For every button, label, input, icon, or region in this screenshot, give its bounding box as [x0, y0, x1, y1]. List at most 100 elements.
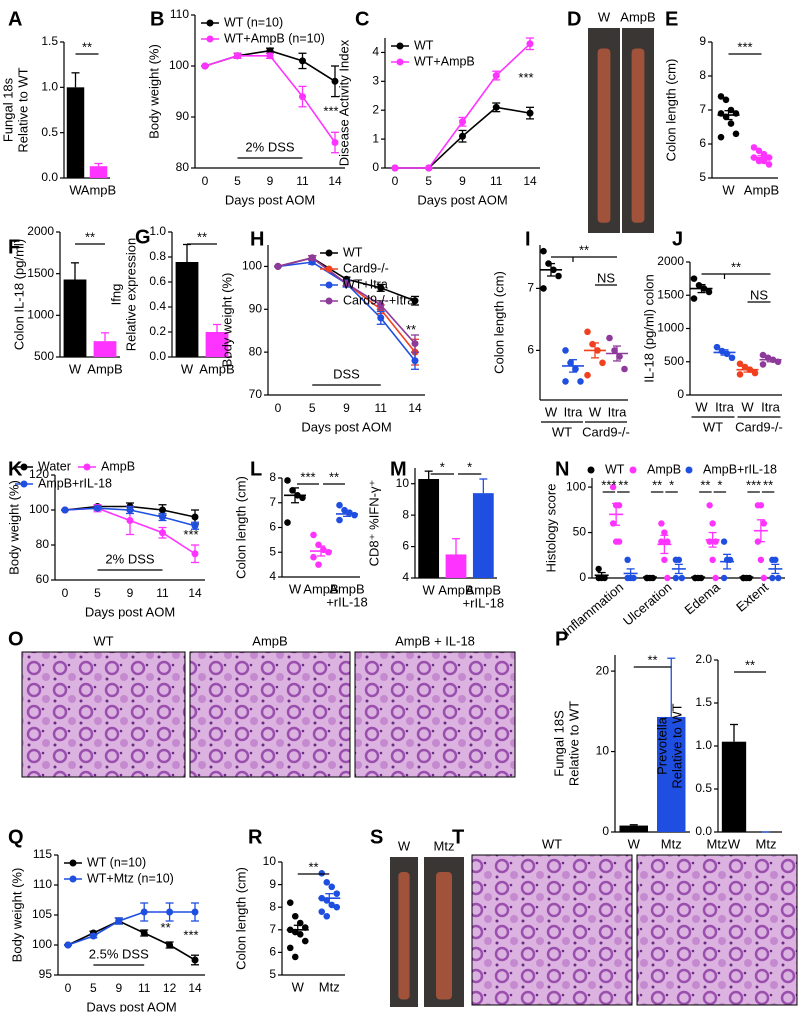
y-axis-label: Body weight (%)	[146, 44, 161, 139]
panel-label: H	[250, 228, 264, 250]
y-tick-label: 110	[33, 877, 52, 891]
y-tick-label: 5	[699, 170, 706, 184]
data-point	[595, 565, 602, 573]
data-point	[736, 371, 744, 378]
legend-marker	[69, 875, 77, 883]
group-label: WT	[703, 419, 723, 434]
x-tick-label: Itra	[608, 404, 628, 419]
panel-label: B	[150, 8, 164, 30]
data-point	[336, 501, 343, 509]
legend-marker	[69, 859, 77, 867]
y-tick-label: 7	[527, 281, 534, 295]
y-tick-label: 70	[249, 387, 263, 401]
y-tick-label: 0.5	[41, 125, 58, 139]
data-point	[266, 47, 274, 55]
y-tick-label: 0	[602, 824, 609, 838]
y-axis-label: Fungal 18S	[551, 710, 566, 777]
significance-label: **	[745, 657, 755, 672]
y-tick-label: 80	[249, 344, 263, 358]
y-tick-label: 1.5	[695, 695, 712, 709]
significance-label: **	[579, 242, 589, 257]
data-point	[755, 147, 763, 155]
legend-label: AmpB+rIL-18	[703, 462, 777, 476]
data-point	[425, 164, 433, 172]
data-point	[658, 520, 665, 527]
data-point	[159, 513, 166, 521]
legend-marker	[325, 281, 333, 289]
data-point	[736, 360, 744, 368]
x-tick-label: Itra	[761, 399, 781, 414]
y-tick-label: 6	[527, 343, 534, 357]
data-point	[661, 556, 668, 564]
data-point	[323, 912, 331, 920]
data-point	[318, 908, 326, 916]
x-tick-label: Extent	[733, 579, 771, 614]
y-tick-label: 5	[269, 967, 276, 981]
group-label: Card9-/-	[735, 419, 783, 434]
data-point	[336, 516, 343, 524]
data-point	[664, 538, 671, 545]
x-tick-label: 14	[523, 174, 537, 188]
x-tick-label: W	[292, 979, 305, 994]
y-tick-label: 100	[566, 479, 586, 493]
y-axis-label: Colon length (cm)	[491, 271, 506, 374]
y-tick-label: 1500	[27, 266, 54, 280]
data-point	[159, 529, 166, 537]
treatment-label: 2% DSS	[105, 551, 154, 566]
significance-label: **	[700, 477, 710, 492]
data-point	[377, 301, 385, 309]
data-point	[459, 132, 466, 140]
data-point	[411, 297, 419, 305]
data-point	[705, 288, 713, 296]
panel-label: M	[390, 458, 407, 480]
x-tick-label: AmpB	[303, 581, 338, 596]
y-tick-label: 0.5	[695, 781, 712, 795]
bar	[418, 479, 440, 578]
y-tick-label: 6	[699, 136, 706, 150]
data-point	[291, 953, 299, 961]
data-point	[274, 262, 282, 270]
panel-label: J	[672, 228, 683, 250]
x-tick-label: 5	[234, 174, 241, 188]
y-tick-label: 4	[372, 45, 379, 59]
significance-label: ***	[300, 469, 315, 484]
legend-marker	[396, 42, 404, 50]
y-tick-label: 6	[269, 945, 276, 959]
image-label: W	[398, 838, 411, 853]
significance-label: ***	[737, 39, 752, 54]
y-tick-label: 60	[36, 572, 50, 586]
data-point	[690, 275, 698, 282]
y-tick-label: 1	[372, 131, 379, 145]
y-tick-label: 9	[269, 877, 276, 891]
legend-marker	[83, 463, 91, 471]
y-tick-label: 100	[169, 58, 189, 72]
data-point	[286, 899, 294, 906]
significance-label: **	[763, 477, 773, 492]
x-tick-label: W	[69, 361, 82, 376]
y-tick-label: 2000	[27, 224, 54, 238]
y-tick-label: 4	[402, 570, 409, 584]
panel-label: P	[555, 628, 568, 650]
image-label: Mtz	[434, 838, 455, 853]
group-label: WT	[552, 424, 572, 439]
x-tick-label: W	[628, 836, 641, 851]
y-tick-label: 10	[596, 744, 610, 758]
x-tick-label: W	[181, 361, 194, 376]
data-point	[720, 538, 728, 545]
x-tick-label: W	[545, 404, 558, 419]
significance-label: **	[731, 259, 741, 274]
panel-label: Q	[8, 826, 24, 848]
x-tick-label: AmpB	[744, 182, 779, 197]
y-tick-label: 105	[32, 907, 52, 921]
y-axis-label: Body weight (%)	[9, 868, 24, 963]
x-tick-label: 11	[296, 174, 309, 188]
data-point	[690, 295, 698, 302]
legend-label: Card9-/-	[343, 261, 389, 275]
panel-label: R	[248, 826, 263, 848]
legend-label: Card9-/-+Itra	[343, 293, 414, 307]
y-tick-label: 2.0	[695, 652, 712, 666]
data-point	[706, 502, 713, 509]
x-tick-label: 5	[94, 586, 101, 600]
data-point	[616, 353, 623, 360]
data-point	[459, 118, 466, 126]
